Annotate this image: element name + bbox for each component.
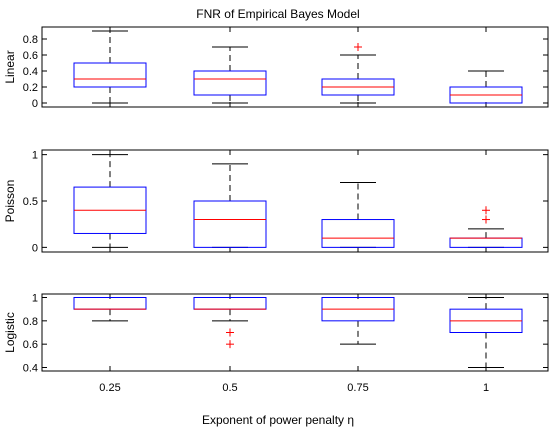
box-0.75 bbox=[321, 297, 395, 345]
outlier-marker bbox=[226, 340, 234, 349]
outlier-marker bbox=[226, 328, 234, 337]
y-axis-label: Poisson bbox=[3, 180, 17, 223]
x-tick-label: 0.25 bbox=[99, 382, 120, 394]
x-tick-label: 1 bbox=[483, 382, 489, 394]
y-tick-label: 0 bbox=[32, 242, 38, 254]
axes-frame bbox=[41, 293, 549, 372]
x-tick-label: 0.75 bbox=[347, 382, 368, 394]
y-tick-label: 0.8 bbox=[23, 34, 38, 46]
iqr-box bbox=[449, 237, 523, 248]
chart-title: FNR of Empirical Bayes Model bbox=[196, 7, 359, 21]
y-tick-label: 0.2 bbox=[23, 82, 38, 94]
outlier-marker bbox=[354, 43, 362, 51]
outlier-marker bbox=[482, 215, 490, 224]
axes-frame bbox=[41, 26, 549, 108]
box-0.75 bbox=[321, 43, 395, 104]
box-0.5 bbox=[193, 163, 267, 248]
x-axis-label: Exponent of power penalty η bbox=[202, 413, 354, 427]
axes-frame bbox=[41, 149, 549, 253]
iqr-box bbox=[193, 200, 267, 248]
outlier-marker bbox=[482, 206, 490, 215]
iqr-box bbox=[321, 219, 395, 248]
y-tick-label: 1 bbox=[32, 293, 38, 305]
iqr-box bbox=[73, 297, 147, 310]
panel-linear: 0 0.2 0.4 0.6 0.8 Linear bbox=[3, 26, 549, 110]
y-tick-label: 0.6 bbox=[23, 50, 38, 62]
box-0.25 bbox=[73, 30, 147, 104]
y-tick-label: 0.4 bbox=[23, 363, 38, 375]
box-1 bbox=[449, 70, 523, 104]
panel-poisson: 0 0.5 1 Poisson bbox=[3, 149, 549, 254]
panels: 0 0.2 0.4 0.6 0.8 Linear 0 0.5 1 Poisson 0.4 0.6 0.8… bbox=[3, 26, 549, 394]
box-1 bbox=[449, 206, 523, 248]
y-tick-label: 1 bbox=[32, 150, 38, 162]
y-tick-label: 0.5 bbox=[23, 196, 38, 208]
y-axis-label: Linear bbox=[3, 50, 17, 83]
y-tick-label: 0.4 bbox=[23, 66, 38, 78]
x-tick-label: 0.5 bbox=[222, 382, 237, 394]
iqr-box bbox=[193, 297, 267, 310]
box-0.5 bbox=[193, 297, 267, 349]
panel-logistic: 0.4 0.6 0.8 1 Logistic 0.25 0.5 0.75 1 bbox=[3, 293, 549, 394]
iqr-box bbox=[73, 62, 147, 88]
y-tick-label: 0.8 bbox=[23, 316, 38, 328]
y-tick-label: 0 bbox=[32, 98, 38, 110]
box-1 bbox=[449, 297, 523, 368]
y-axis-label: Logistic bbox=[3, 312, 17, 353]
y-tick-label: 0.6 bbox=[23, 339, 38, 351]
box-0.25 bbox=[73, 297, 147, 322]
box-0.5 bbox=[193, 46, 267, 104]
box-0.25 bbox=[73, 154, 147, 248]
box-0.75 bbox=[321, 181, 395, 248]
iqr-box bbox=[193, 70, 267, 96]
